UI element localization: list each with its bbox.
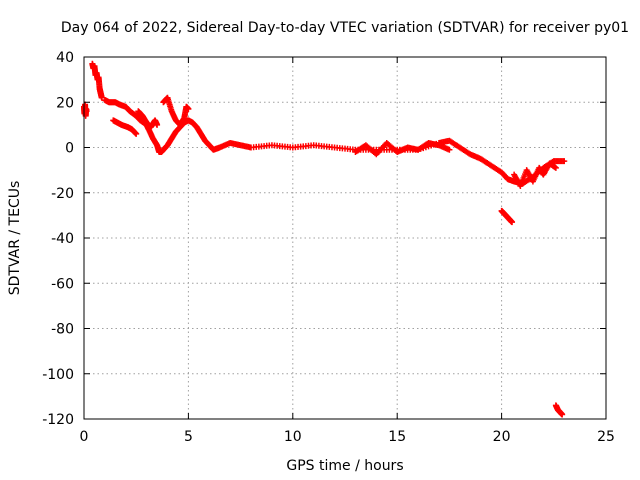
y-tick-label: -80 [51, 322, 74, 338]
data-points-layer [81, 60, 568, 418]
data-point [98, 94, 105, 101]
x-axis-title: GPS time / hours [286, 458, 403, 474]
y-tick-label: -100 [42, 367, 74, 383]
data-point [185, 106, 192, 113]
y-tick-label: -40 [51, 231, 74, 247]
data-point [83, 108, 90, 115]
data-point [559, 411, 566, 418]
data-point [133, 130, 140, 137]
data-point [446, 146, 453, 153]
y-axis-title: SDTVAR / TECUs [7, 181, 23, 296]
grid-layer [84, 57, 606, 419]
chart-title: Day 064 of 2022, Sidereal Day-to-day VTE… [61, 20, 629, 36]
y-tick-label: 20 [56, 95, 74, 111]
x-tick-label: 5 [184, 429, 193, 445]
y-tick-label: -120 [42, 412, 74, 428]
x-tick-label: 20 [493, 429, 511, 445]
y-tick-label: 0 [65, 141, 74, 157]
x-tick-label: 15 [388, 429, 406, 445]
x-tick-label: 25 [597, 429, 615, 445]
y-tick-label: -60 [51, 276, 74, 292]
ticks-layer: 0 5 10 15 20 25 -120 -100 -80 -60 -40 -20 0 20 40 [42, 50, 615, 445]
data-point [509, 219, 516, 226]
data-point [154, 121, 161, 128]
data-point [561, 158, 568, 165]
y-tick-label: 40 [56, 50, 74, 66]
x-tick-label: 0 [80, 429, 89, 445]
x-tick-label: 10 [284, 429, 302, 445]
data-point [552, 164, 559, 171]
y-tick-label: -20 [51, 186, 74, 202]
